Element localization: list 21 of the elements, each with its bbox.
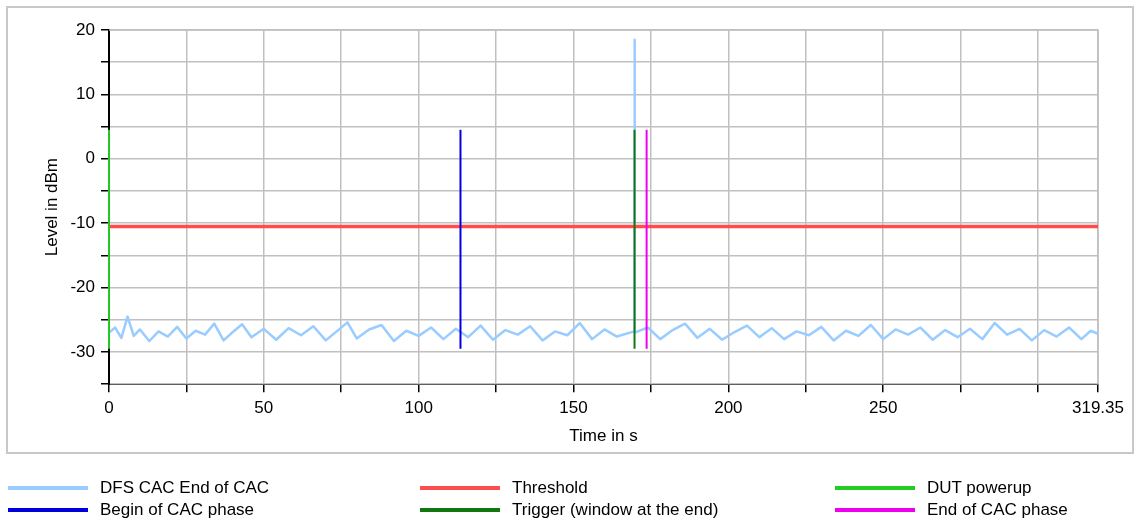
y-tick-label: -10 <box>70 212 95 232</box>
x-tick-label: 100 <box>404 398 433 418</box>
y-tick-label: 20 <box>76 19 95 39</box>
x-tick-label: 150 <box>559 398 588 418</box>
x-tick-label: 319.35 <box>1072 398 1124 418</box>
x-tick-label: 200 <box>714 398 743 418</box>
legend-label: End of CAC phase <box>927 500 1068 520</box>
y-tick-label: -30 <box>70 341 95 361</box>
legend-label: DFS CAC End of CAC <box>100 478 270 498</box>
y-tick-label: 10 <box>76 84 95 104</box>
x-tick-label: 50 <box>254 398 274 418</box>
legend-label: DUT powerup <box>927 478 1032 498</box>
y-axis-title: Level in dBm <box>41 157 61 257</box>
legend-label: Trigger (window at the end) <box>512 500 719 520</box>
y-tick-label: -20 <box>70 277 95 297</box>
x-tick-label: 0 <box>104 398 114 418</box>
x-axis-title: Time in s <box>569 426 638 446</box>
x-tick-label: 250 <box>869 398 898 418</box>
legend-label: Threshold <box>512 478 588 498</box>
legend-label: Begin of CAC phase <box>100 500 255 520</box>
y-tick-label: 0 <box>85 148 95 168</box>
